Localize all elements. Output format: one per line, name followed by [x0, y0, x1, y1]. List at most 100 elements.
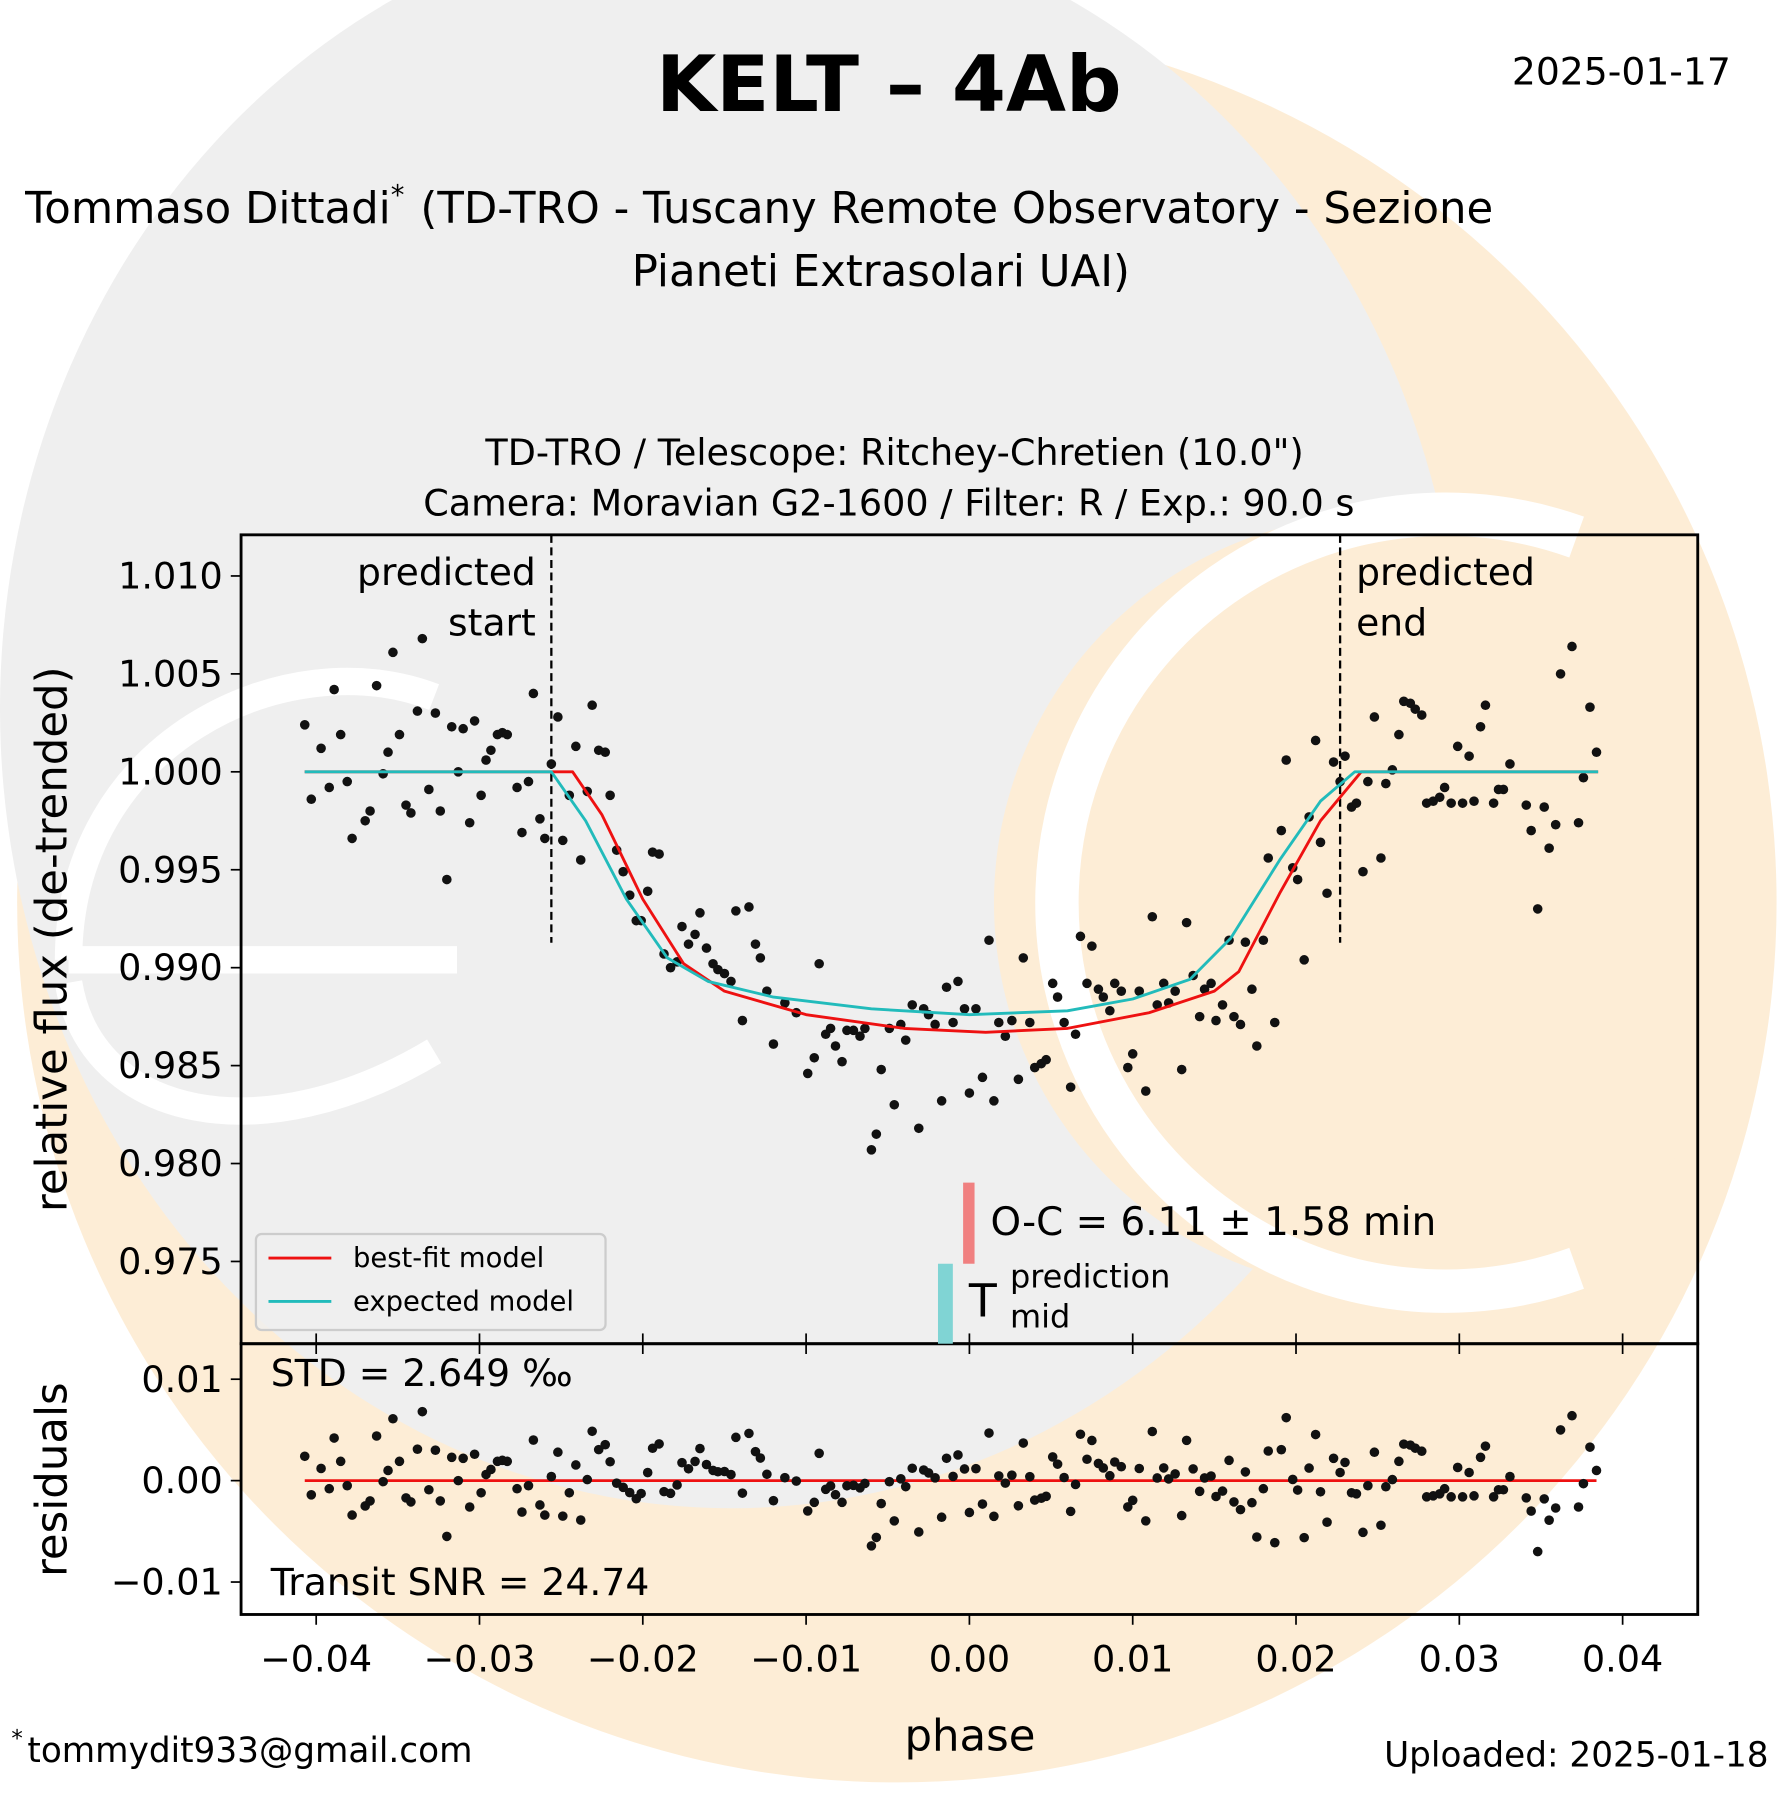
data-point: [1147, 911, 1158, 922]
residual-point: [1188, 1464, 1198, 1474]
data-point: [654, 849, 664, 859]
residual-point: [1087, 1435, 1097, 1446]
logo-e-glyph: [54, 667, 457, 1125]
data-point: [889, 1099, 900, 1110]
residual-point: [1287, 1474, 1298, 1485]
residual-point: [458, 1453, 468, 1464]
residual-point: [1176, 1510, 1187, 1521]
residual-point: [1387, 1474, 1398, 1485]
data-point: [371, 680, 382, 691]
residual-point: [1591, 1465, 1602, 1476]
data-point: [1052, 992, 1063, 1002]
residual-point: [768, 1495, 779, 1506]
data-point: [1041, 1054, 1051, 1065]
data-point: [1299, 955, 1309, 965]
data-point: [1007, 1015, 1017, 1026]
data-point: [464, 817, 475, 828]
data-point: [557, 835, 568, 846]
residual-point: [1457, 1492, 1468, 1502]
residual-point: [306, 1490, 317, 1500]
residual-point: [871, 1532, 882, 1543]
data-point: [1585, 702, 1595, 712]
residual-point: [889, 1516, 900, 1526]
residual-point: [587, 1426, 597, 1437]
residual-point: [624, 1487, 635, 1498]
affiliation-line2: Pianeti Extrasolari UAI): [632, 247, 1130, 297]
data-point: [600, 747, 611, 758]
data-point: [755, 953, 766, 963]
data-point: [977, 1072, 988, 1083]
y-tick-label: 0.985: [118, 1044, 223, 1087]
data-point: [575, 855, 586, 865]
residual-point: [1555, 1425, 1566, 1435]
data-point: [1532, 904, 1543, 914]
residual-point: [636, 1488, 646, 1499]
data-point: [1176, 1064, 1187, 1075]
residual-point: [971, 1463, 981, 1474]
x-axis-label: phase: [904, 1711, 1035, 1761]
res-y-tick-label: 0.01: [141, 1358, 222, 1401]
residual-point: [1521, 1493, 1532, 1503]
data-point: [695, 908, 705, 918]
data-point: [855, 1031, 865, 1042]
data-point: [476, 790, 486, 801]
residual-point: [557, 1511, 568, 1521]
residual-point: [1480, 1441, 1491, 1451]
data-point: [1082, 978, 1092, 989]
residual-point: [378, 1476, 388, 1487]
data-point: [329, 684, 339, 695]
residual-point: [837, 1497, 847, 1508]
residual-point: [329, 1433, 339, 1443]
data-point: [587, 700, 597, 711]
residual-point: [1018, 1438, 1029, 1448]
residual-point: [618, 1482, 628, 1493]
data-point: [342, 776, 353, 787]
data-point: [1369, 712, 1380, 722]
residual-point: [1000, 1478, 1011, 1488]
data-point: [1158, 978, 1169, 989]
data-point: [424, 784, 434, 795]
residual-point: [1550, 1503, 1561, 1513]
residual-point: [1170, 1469, 1180, 1479]
residual-point: [335, 1456, 346, 1467]
data-point: [871, 1129, 882, 1139]
data-point: [306, 794, 317, 805]
residual-point: [683, 1463, 694, 1474]
residual-point: [1299, 1532, 1309, 1543]
data-point: [802, 1068, 813, 1079]
data-point: [618, 866, 628, 877]
data-point: [989, 1096, 999, 1106]
data-point: [1109, 978, 1120, 989]
data-point: [984, 935, 994, 946]
data-point: [1281, 755, 1292, 765]
residual-point: [383, 1465, 393, 1476]
data-point: [1134, 986, 1145, 996]
data-point: [677, 921, 687, 932]
residual-point: [1235, 1504, 1246, 1515]
tmid-mid: mid: [1010, 1298, 1070, 1336]
data-point: [1358, 866, 1368, 877]
data-point: [750, 939, 761, 949]
y-axis-label-residuals: residuals: [27, 1382, 77, 1577]
residual-point: [1328, 1453, 1339, 1464]
residual-point: [1269, 1537, 1280, 1548]
data-point: [726, 976, 736, 987]
data-point: [1363, 776, 1373, 787]
residual-point: [1147, 1426, 1158, 1437]
data-point: [964, 1088, 975, 1098]
residual-point: [469, 1449, 480, 1460]
residual-point: [948, 1471, 958, 1482]
x-tick-label: −0.03: [423, 1638, 535, 1681]
residual-point: [1292, 1485, 1303, 1495]
data-point: [971, 1004, 981, 1014]
residual-point: [900, 1481, 911, 1492]
residual-point: [412, 1444, 423, 1454]
residual-point: [1585, 1442, 1595, 1452]
residual-point: [442, 1531, 452, 1542]
x-tick-label: −0.04: [260, 1638, 372, 1681]
data-point: [744, 902, 754, 912]
residual-point: [575, 1515, 586, 1525]
data-point: [528, 688, 539, 699]
data-point: [388, 647, 398, 658]
x-tick-label: 0.02: [1255, 1638, 1336, 1681]
